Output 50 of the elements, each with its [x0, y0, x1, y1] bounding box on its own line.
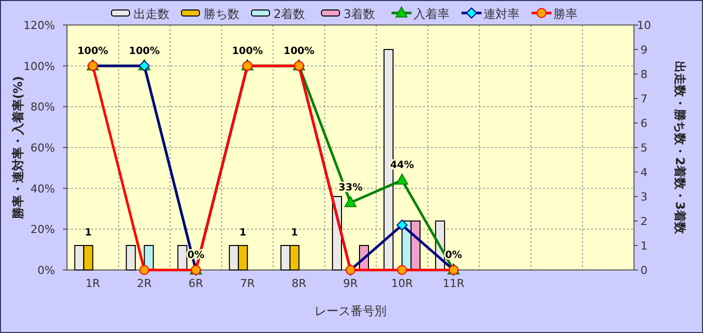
data-label: 100%: [77, 46, 108, 57]
bar: [126, 245, 136, 270]
y-tick-label: 100%: [24, 60, 55, 73]
point: [139, 265, 150, 275]
y2-tick-label: 10: [637, 19, 651, 32]
y-tick-label: 120%: [24, 19, 55, 32]
x-tick-label: 8R: [292, 277, 307, 290]
legend-label: 連対率: [484, 7, 520, 21]
y-tick-label: 60%: [30, 142, 55, 154]
y2-tick-label: 6: [640, 117, 648, 130]
y-axis-title: 勝率・連対率・入着率(%): [11, 76, 25, 220]
y-tick-label: 0%: [38, 264, 55, 277]
y2-tick-label: 1: [640, 240, 648, 252]
y-tick-label: 20%: [30, 223, 55, 236]
legend-label: 入着率: [414, 7, 450, 21]
legend-label: 勝ち数: [204, 7, 240, 21]
y2-tick-label: 9: [640, 44, 648, 56]
x-tick-label: 11R: [442, 277, 465, 290]
data-label: 100%: [284, 46, 314, 57]
y-tick-label: 80%: [30, 100, 55, 114]
data-label: 1: [84, 228, 92, 238]
x-tick-label: 9R: [343, 277, 358, 290]
point: [397, 265, 408, 275]
y2-tick-label: 3: [640, 190, 648, 204]
y2-tick-label: 7: [640, 92, 648, 106]
data-label: 1: [239, 228, 246, 238]
bar: [177, 245, 188, 270]
legend-label: 2着数: [274, 7, 306, 21]
point: [396, 174, 408, 185]
x-axis-title: レース番号別: [314, 304, 386, 318]
x-tick-label: 1R: [85, 277, 100, 290]
data-label: 100%: [128, 46, 160, 57]
y2-tick-label: 5: [640, 142, 648, 154]
legend-label: 出走数: [134, 7, 170, 21]
data-label: 1: [290, 228, 298, 238]
data-label: 100%: [232, 46, 263, 57]
x-tick-label: 6R: [188, 277, 204, 290]
point: [396, 220, 408, 231]
y2-axis-title: 出走数・勝ち数・2着数・3着数: [673, 61, 687, 235]
y-tick-label: 40%: [30, 182, 55, 196]
legend-label: 勝率: [554, 7, 578, 21]
point: [344, 196, 356, 208]
y2-tick-label: 2: [640, 215, 648, 228]
y2-tick-label: 0: [640, 264, 648, 277]
legend-label: 3着数: [344, 7, 376, 21]
y2-tick-label: 8: [640, 68, 648, 81]
y2-tick-label: 4: [640, 166, 648, 179]
x-tick-label: 2R: [136, 277, 152, 290]
x-tick-label: 10R: [391, 277, 414, 290]
x-tick-label: 7R: [240, 277, 256, 290]
